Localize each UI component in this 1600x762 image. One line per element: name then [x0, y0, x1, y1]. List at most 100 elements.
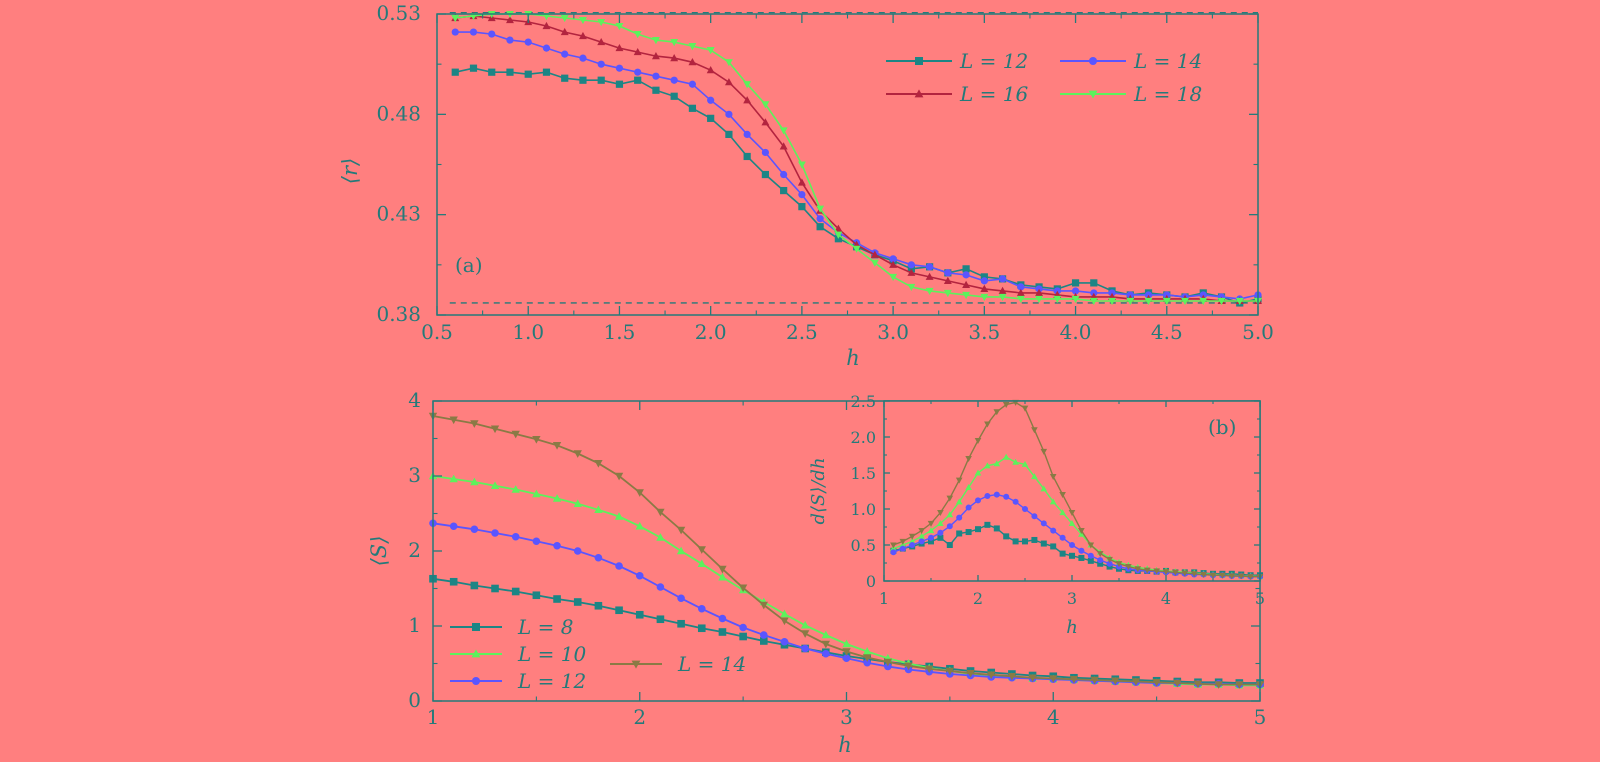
panel-a-data-point [688, 43, 697, 51]
panel-b-data-point [1069, 676, 1079, 684]
panel-b-data-point [739, 632, 747, 641]
panel-a-data-point [688, 80, 697, 88]
inset-data-point [965, 504, 972, 511]
panel-a-data-point [780, 170, 788, 179]
legend-marker [1088, 90, 1098, 99]
panel-b-data-point [800, 620, 810, 629]
panel-b-data-point [800, 630, 810, 638]
panel-b-data-point [904, 662, 913, 671]
inset-data-point [984, 421, 991, 428]
legend-entry-l12: L = 12 [450, 669, 586, 693]
panel-a-data-point [615, 22, 624, 31]
panel-a-data-point [980, 273, 988, 281]
inset-data-point [1022, 538, 1028, 545]
panel-a-data-point [524, 38, 532, 46]
inset-data-point [946, 511, 954, 518]
inset-x-tick-label: 4 [1161, 589, 1171, 608]
panel-b-data-point [1152, 679, 1161, 687]
panel-b-x-tick-label: 1 [427, 705, 440, 729]
panel-a-data-point [743, 81, 752, 89]
panel-a-data-point [743, 152, 751, 161]
panel-a-data-point [451, 28, 459, 36]
inset-data-point [1012, 538, 1019, 545]
inset-data-point [909, 542, 916, 548]
panel-b-data-point [822, 649, 830, 658]
panel-b-data-point [759, 601, 768, 610]
panel-a-data-point [1217, 297, 1226, 306]
inset-data-point [927, 520, 935, 527]
panel-b-data-point [656, 533, 665, 541]
panel-a-data-point [1108, 297, 1117, 306]
panel-a-data-point [688, 58, 697, 66]
inset-y-tick-label: 2.5 [851, 392, 876, 411]
inset-data-point [1078, 528, 1085, 535]
panel-a-x-tick-label: 2.5 [786, 320, 818, 344]
panel-a: 0.5 1.0 1.5 2.0 2.5 3.0 3.5 4.0 4.5 5.0 0.38 0.43 0.… [338, 1, 1274, 370]
legend-marker [914, 89, 924, 98]
panel-a-data-point [962, 280, 971, 288]
panel-a-data-point [1016, 295, 1025, 304]
legend-label-l12: L = 12 [959, 49, 1028, 73]
panel-b-y-tick-label: 0 [408, 688, 421, 712]
panel-a-data-point [761, 170, 769, 179]
panel-a-x-tick-label: 5.0 [1242, 320, 1274, 344]
panel-a-y-label: ⟨r⟩ [338, 158, 362, 184]
panel-a-data-point [633, 31, 642, 39]
inset-data-point [890, 549, 897, 556]
panel-b-data-point [1007, 673, 1017, 681]
panel-a-data-point [597, 18, 606, 27]
panel-a-data-point [451, 68, 459, 76]
panel-a-data-point [670, 76, 678, 84]
panel-a-data-point [907, 283, 916, 292]
inset-data-point [1002, 402, 1010, 409]
legend-entry-l12: L = 12 [886, 49, 1028, 73]
panel-a-x-tick-label: 1.5 [604, 320, 636, 344]
panel-b-data-point [780, 617, 789, 626]
panel-a-data-point [706, 47, 715, 55]
panel-a-y-tick-label: 0.48 [376, 101, 421, 125]
panel-a-data-point [834, 231, 843, 239]
panel-b-data-point [573, 499, 582, 507]
panel-b-data-point [532, 591, 541, 600]
panel-a-data-point [579, 54, 587, 62]
inset-data-point [899, 545, 906, 552]
panel-a-x-tick-label: 4.5 [1151, 320, 1183, 344]
panel-b-data-point [677, 619, 685, 628]
inset-data-point [993, 491, 1000, 498]
panel-b-data-point [614, 472, 624, 481]
panel-b-data-point [594, 460, 603, 468]
panel-a-data-point [1035, 295, 1044, 304]
panel-a-data-point [816, 215, 824, 223]
panel-b-y-tick-label: 2 [408, 538, 421, 562]
panel-a-data-point [816, 223, 824, 231]
inset-data-point [1059, 492, 1066, 499]
panel-b-x-label: h [838, 733, 852, 757]
panel-b-data-point [842, 654, 851, 663]
inset-data-point [1040, 540, 1047, 547]
legend-marker [472, 623, 480, 631]
panel-a-data-point [651, 37, 660, 45]
panel-a-y-tick-label: 0.43 [376, 202, 421, 226]
panel-b-data-point [594, 553, 603, 562]
panel-a-data-point [615, 43, 624, 52]
panel-b-data-point [511, 587, 520, 596]
panel-a-data-point [1016, 288, 1025, 296]
panel-b-data-point [676, 526, 686, 535]
inset-data-point [1190, 571, 1198, 578]
legend-label-l14: L = 14 [677, 652, 746, 676]
legend-entry-l8: L = 8 [450, 615, 573, 639]
panel-a-data-point [1162, 297, 1171, 306]
panel-b-data-point [656, 583, 665, 591]
panel-b-data-point [511, 532, 520, 541]
panel-b-data-point [532, 537, 541, 546]
panel-b-data-point [491, 529, 499, 537]
inset-data-point [984, 521, 991, 528]
panel-a-data-point [469, 28, 478, 36]
inset-data-point [984, 493, 991, 500]
panel-a-data-point [670, 92, 678, 100]
panel-b-data-point [1235, 681, 1244, 689]
inset-data-point [1143, 567, 1151, 574]
panel-a-data-point [834, 224, 843, 232]
panel-b-data-point [449, 474, 458, 483]
